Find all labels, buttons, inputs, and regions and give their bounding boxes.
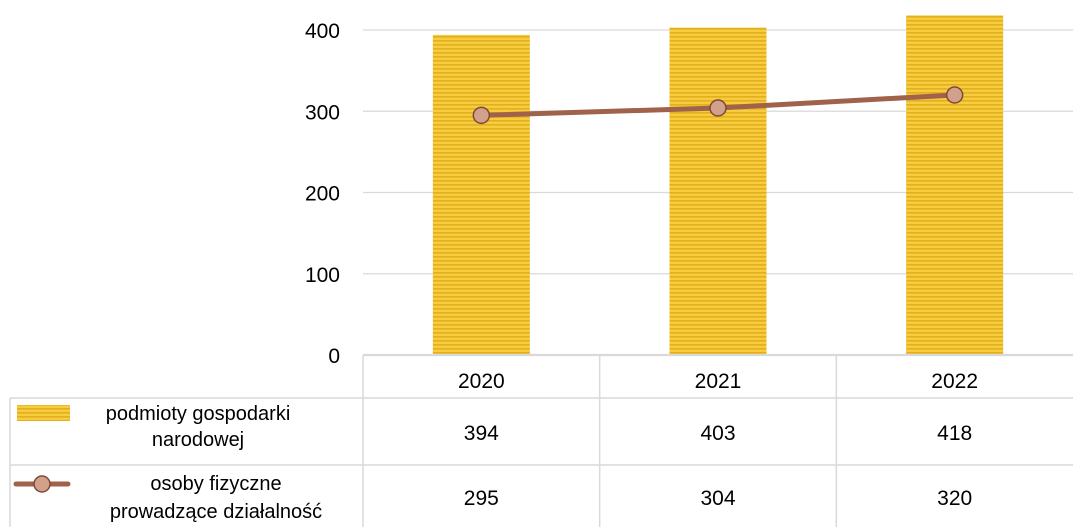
y-axis-tick-labels: 0 100 200 300 400	[305, 20, 340, 368]
table-cell-bar-2020: 394	[464, 422, 499, 445]
data-table: 2020 2021 2022 podmioty gospodarki narodowej…	[9, 353, 1073, 527]
table-cell-bar-2021: 403	[700, 422, 735, 445]
legend-marker-line	[33, 475, 51, 493]
table-cell-line-2021: 304	[700, 487, 735, 510]
legend-label-line-line2: prowadzące działalność	[110, 501, 322, 523]
bar-series	[432, 15, 1004, 355]
table-cell-bar-2022: 418	[937, 422, 972, 445]
legend-swatch-bar	[17, 405, 70, 421]
x-category-label: 2021	[695, 370, 742, 393]
y-tick-label: 100	[305, 264, 340, 287]
line-point-2021	[709, 99, 727, 117]
bar-2021	[669, 27, 767, 355]
line-series	[472, 86, 964, 125]
table-cell-line-2022: 320	[937, 487, 972, 510]
table-cell-line-2020: 295	[464, 487, 499, 510]
bar-2022	[906, 15, 1004, 355]
x-category-label: 2022	[931, 370, 978, 393]
bar-2020	[432, 34, 530, 355]
line-point-2022	[945, 86, 964, 104]
legend-label-bar-line1: podmioty gospodarki	[106, 403, 291, 425]
y-tick-label: 0	[328, 345, 340, 368]
legend-label-bar-line2: narodowej	[152, 429, 244, 451]
y-tick-label: 400	[305, 20, 340, 43]
line-point-2020	[472, 106, 491, 125]
y-tick-label: 300	[305, 101, 340, 124]
x-category-label: 2020	[458, 370, 505, 393]
y-tick-label: 200	[305, 183, 340, 206]
legend-label-line-line1: osoby fizyczne	[150, 473, 281, 495]
